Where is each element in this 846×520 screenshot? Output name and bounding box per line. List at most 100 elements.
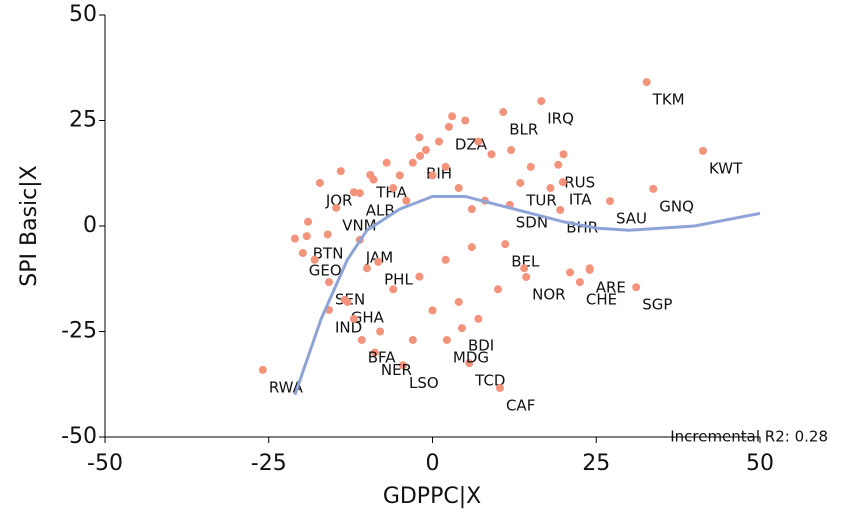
point — [566, 268, 575, 277]
point — [376, 327, 385, 336]
point-label: RUS — [564, 173, 595, 191]
point-label: THA — [375, 183, 407, 201]
point — [558, 178, 567, 187]
point — [474, 314, 483, 323]
point — [575, 278, 584, 287]
point — [526, 162, 535, 171]
point — [343, 297, 352, 306]
point — [370, 348, 379, 357]
point-label: CHE — [586, 291, 617, 309]
point — [389, 184, 398, 193]
point-label: MDG — [453, 348, 489, 366]
point-label: ITA — [569, 191, 592, 209]
point — [585, 264, 594, 273]
point-label: JOR — [325, 191, 353, 209]
point — [467, 243, 476, 252]
point — [416, 151, 425, 160]
point — [442, 335, 451, 344]
point — [537, 97, 546, 106]
point — [408, 335, 417, 344]
point — [258, 365, 267, 374]
point-label: BFA — [368, 348, 397, 366]
y-tick-label: 50 — [69, 2, 97, 27]
point-label: TUR — [525, 191, 557, 209]
point-label: BLR — [509, 121, 538, 139]
point — [355, 189, 364, 198]
point-label: SDN — [516, 213, 548, 231]
point — [382, 158, 391, 167]
point — [522, 273, 531, 282]
point — [363, 264, 371, 273]
y-tick-label: -50 — [61, 424, 97, 449]
point — [402, 196, 411, 205]
y-tick-label: -25 — [61, 319, 97, 344]
point-label: GHA — [351, 308, 385, 326]
point — [298, 249, 307, 258]
x-tick-label: -25 — [251, 451, 287, 476]
point — [507, 146, 516, 155]
point — [290, 234, 299, 243]
x-tick-label: 0 — [426, 451, 440, 476]
point — [559, 150, 568, 159]
point — [369, 175, 378, 184]
point-label: GNQ — [659, 197, 694, 215]
point — [546, 184, 555, 193]
point-label: NER — [381, 361, 412, 379]
point — [435, 137, 444, 146]
y-tick-label: 25 — [69, 108, 97, 133]
point — [642, 78, 651, 87]
point — [357, 335, 366, 344]
point — [332, 203, 341, 212]
point — [323, 230, 332, 239]
point — [457, 324, 466, 333]
point — [415, 133, 424, 142]
point — [302, 232, 311, 241]
x-tick-label: 25 — [582, 451, 610, 476]
point — [428, 306, 437, 315]
point — [495, 384, 504, 393]
point — [461, 116, 470, 125]
point — [499, 108, 508, 117]
point — [494, 285, 502, 294]
point — [349, 314, 358, 323]
point-label: LSO — [409, 374, 439, 392]
y-axis-title: SPI Basic|X — [17, 165, 42, 286]
point-label: JAM — [365, 248, 393, 266]
point — [487, 150, 496, 159]
point-label: NOR — [532, 286, 565, 304]
point-label: BEL — [511, 253, 540, 271]
point — [474, 137, 483, 146]
point-label: IND — [335, 318, 362, 336]
point-label: IRQ — [547, 110, 574, 128]
point-label: BDI — [468, 337, 494, 355]
point — [325, 278, 334, 287]
point — [467, 205, 476, 214]
point-label: KWT — [709, 159, 743, 177]
point — [415, 272, 424, 281]
point-label: TKM — [652, 91, 685, 109]
point — [310, 255, 319, 264]
point — [454, 184, 463, 193]
point-label: ARE — [596, 278, 626, 296]
point — [441, 162, 450, 171]
point — [389, 285, 398, 294]
point — [699, 146, 708, 155]
x-tick-label: -50 — [87, 451, 123, 476]
point — [465, 359, 474, 368]
fit-line — [293, 194, 761, 396]
point — [516, 178, 525, 187]
point — [336, 167, 345, 176]
point — [399, 361, 408, 370]
point — [649, 184, 658, 193]
point — [395, 171, 404, 180]
point — [448, 112, 457, 121]
x-axis-title: GDPPC|X — [383, 484, 481, 509]
point-label: GEO — [309, 262, 342, 280]
point — [606, 197, 615, 206]
point — [454, 297, 463, 306]
point-label: DZA — [455, 135, 488, 153]
point-label: BTN — [313, 245, 344, 263]
point — [441, 255, 450, 264]
point — [304, 217, 313, 226]
